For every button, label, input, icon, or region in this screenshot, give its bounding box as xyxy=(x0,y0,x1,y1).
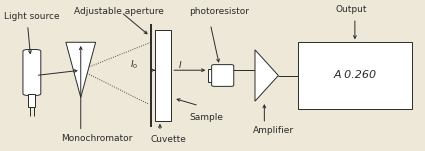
Text: photoresistor: photoresistor xyxy=(189,7,249,16)
Text: Sample: Sample xyxy=(189,112,223,122)
FancyBboxPatch shape xyxy=(23,50,41,95)
Text: Light source: Light source xyxy=(4,12,60,21)
Text: Adjustable aperture: Adjustable aperture xyxy=(74,7,164,16)
Text: Monochromator: Monochromator xyxy=(62,134,133,143)
Text: A 0.260: A 0.260 xyxy=(333,71,377,80)
Text: Amplifier: Amplifier xyxy=(253,126,294,135)
FancyBboxPatch shape xyxy=(212,65,234,86)
Text: $I_0$: $I_0$ xyxy=(130,59,138,71)
Text: $I$: $I$ xyxy=(178,59,182,70)
Bar xyxy=(208,69,215,82)
Text: Output: Output xyxy=(336,5,367,14)
Text: Cuvette: Cuvette xyxy=(151,135,187,144)
Polygon shape xyxy=(255,50,278,101)
Bar xyxy=(298,42,412,109)
Bar xyxy=(28,94,35,107)
Bar xyxy=(155,30,171,121)
Polygon shape xyxy=(66,42,96,97)
